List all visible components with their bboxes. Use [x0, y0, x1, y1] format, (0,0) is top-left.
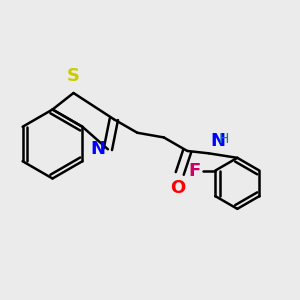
Text: H: H: [219, 131, 229, 146]
Text: N: N: [210, 132, 225, 150]
Text: O: O: [171, 179, 186, 197]
Text: F: F: [189, 162, 201, 180]
Text: S: S: [67, 68, 80, 85]
Text: N: N: [90, 140, 105, 158]
